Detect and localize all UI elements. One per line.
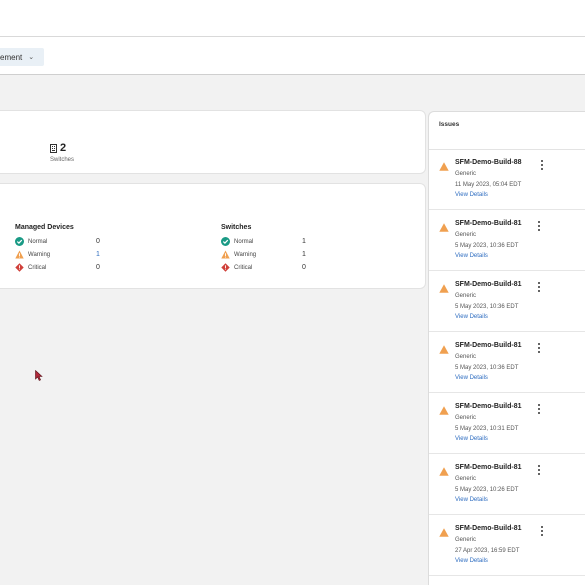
issue-name: SFM-Demo-Build-81 xyxy=(455,525,522,532)
divider xyxy=(429,149,585,150)
issue-type: Generic xyxy=(455,354,477,360)
warning-triangle-icon xyxy=(439,219,449,237)
issue-name: SFM-Demo-Build-88 xyxy=(455,159,522,166)
management-dropdown[interactable]: ement ⌄ xyxy=(0,48,45,66)
status-label: Critical xyxy=(234,264,253,271)
issue-type: Generic xyxy=(455,171,477,177)
issue-item: SFM-Demo-Build-81 Generic 27 Apr 2023, 1… xyxy=(429,515,585,576)
top-header-bar xyxy=(0,0,585,37)
issue-item: SFM-Demo-Build-81 Generic 5 May 2023, 10… xyxy=(429,332,585,393)
warning-triangle-icon xyxy=(439,463,449,481)
managed-devices-warning-row: Warning 1 xyxy=(15,248,125,261)
issue-type: Generic xyxy=(455,232,477,238)
switches-status: Switches Normal 1 Warning 1 Critical 0 xyxy=(221,224,331,274)
warning-triangle-icon xyxy=(439,524,449,542)
tab-bar: ement ⌄ xyxy=(0,37,585,75)
status-count: 0 xyxy=(96,238,100,245)
issue-type: Generic xyxy=(455,476,477,482)
issue-item: SFM-Demo-Build-81 Generic 5 May 2023, 10… xyxy=(429,271,585,332)
view-details-link[interactable]: View Details xyxy=(455,558,488,564)
issue-time: 11 May 2023, 05:04 EDT xyxy=(455,182,522,188)
issue-item: SFM-Demo-Build-81 Generic 5 May 2023, 10… xyxy=(429,393,585,454)
issue-time: 5 May 2023, 10:36 EDT xyxy=(455,243,519,249)
switches-count-label: Switches xyxy=(50,157,75,163)
issue-type: Generic xyxy=(455,293,477,299)
managed-devices-title: Managed Devices xyxy=(15,224,74,231)
mouse-pointer-icon xyxy=(35,368,43,386)
chevron-down-icon: ⌄ xyxy=(28,54,35,61)
warning-triangle-icon xyxy=(439,402,449,420)
kebab-menu-icon[interactable] xyxy=(536,403,542,415)
issue-name: SFM-Demo-Build-81 xyxy=(455,464,522,471)
status-count: 0 xyxy=(302,264,306,271)
switch-icon xyxy=(50,143,57,153)
critical-diamond-icon xyxy=(221,263,230,272)
issue-name: SFM-Demo-Build-81 xyxy=(455,281,522,288)
status-label: Warning xyxy=(234,251,257,258)
status-label: Normal xyxy=(234,238,254,245)
managed-devices-normal-row: Normal 0 xyxy=(15,235,125,248)
issue-name: SFM-Demo-Build-81 xyxy=(455,220,522,227)
kebab-menu-icon[interactable] xyxy=(536,220,542,232)
switches-status-title: Switches xyxy=(221,224,252,231)
kebab-menu-icon[interactable] xyxy=(536,342,542,354)
summary-card: 2 Switches xyxy=(0,110,426,174)
view-details-link[interactable]: View Details xyxy=(455,253,488,259)
switches-count-block[interactable]: 2 Switches xyxy=(50,142,74,163)
switches-normal-row: Normal 1 xyxy=(221,235,331,248)
status-label: Warning xyxy=(28,251,51,258)
status-count: 0 xyxy=(96,264,100,271)
issues-panel: Issues SFM-Demo-Build-88 Generic 11 May … xyxy=(428,111,585,585)
kebab-menu-icon[interactable] xyxy=(539,159,545,171)
status-count: 1 xyxy=(302,251,306,258)
check-circle-icon xyxy=(15,237,24,246)
issue-item: SFM-Demo-Build-81 Generic 5 May 2023, 10… xyxy=(429,210,585,271)
switches-critical-row: Critical 0 xyxy=(221,261,331,274)
kebab-menu-icon[interactable] xyxy=(536,464,542,476)
issue-time: 5 May 2023, 10:31 EDT xyxy=(455,426,519,432)
kebab-menu-icon[interactable] xyxy=(539,525,545,537)
status-count: 1 xyxy=(302,238,306,245)
issue-type: Generic xyxy=(455,537,477,543)
warning-triangle-icon xyxy=(221,250,230,259)
switches-warning-row: Warning 1 xyxy=(221,248,331,261)
management-dropdown-label: ement xyxy=(0,52,23,62)
issue-time: 5 May 2023, 10:36 EDT xyxy=(455,365,519,371)
managed-devices-status: Managed Devices Normal 0 Warning 1 Criti… xyxy=(15,224,125,274)
issue-name: SFM-Demo-Build-81 xyxy=(455,403,522,410)
view-details-link[interactable]: View Details xyxy=(455,314,488,320)
status-card: Managed Devices Normal 0 Warning 1 Criti… xyxy=(0,183,426,289)
view-details-link[interactable]: View Details xyxy=(455,192,488,198)
issue-time: 5 May 2023, 10:26 EDT xyxy=(455,487,519,493)
managed-devices-critical-row: Critical 0 xyxy=(15,261,125,274)
view-details-link[interactable]: View Details xyxy=(455,375,488,381)
status-label: Critical xyxy=(28,264,47,271)
warning-triangle-icon xyxy=(439,158,449,176)
kebab-menu-icon[interactable] xyxy=(536,281,542,293)
issue-time: 5 May 2023, 10:36 EDT xyxy=(455,304,519,310)
issue-time: 27 Apr 2023, 16:59 EDT xyxy=(455,548,520,554)
issue-type: Generic xyxy=(455,415,477,421)
issue-item: SFM-Demo-Build-88 Generic 11 May 2023, 0… xyxy=(429,149,585,210)
warning-triangle-icon xyxy=(439,280,449,298)
status-count-link[interactable]: 1 xyxy=(96,251,100,258)
issues-title: Issues xyxy=(439,121,460,128)
warning-triangle-icon xyxy=(15,250,24,259)
issue-item: SFM-Demo-Build-81 Generic 5 May 2023, 10… xyxy=(429,454,585,515)
view-details-link[interactable]: View Details xyxy=(455,497,488,503)
warning-triangle-icon xyxy=(439,341,449,359)
check-circle-icon xyxy=(221,237,230,246)
view-details-link[interactable]: View Details xyxy=(455,436,488,442)
switches-count: 2 xyxy=(60,142,67,154)
critical-diamond-icon xyxy=(15,263,24,272)
status-label: Normal xyxy=(28,238,48,245)
issue-name: SFM-Demo-Build-81 xyxy=(455,342,522,349)
